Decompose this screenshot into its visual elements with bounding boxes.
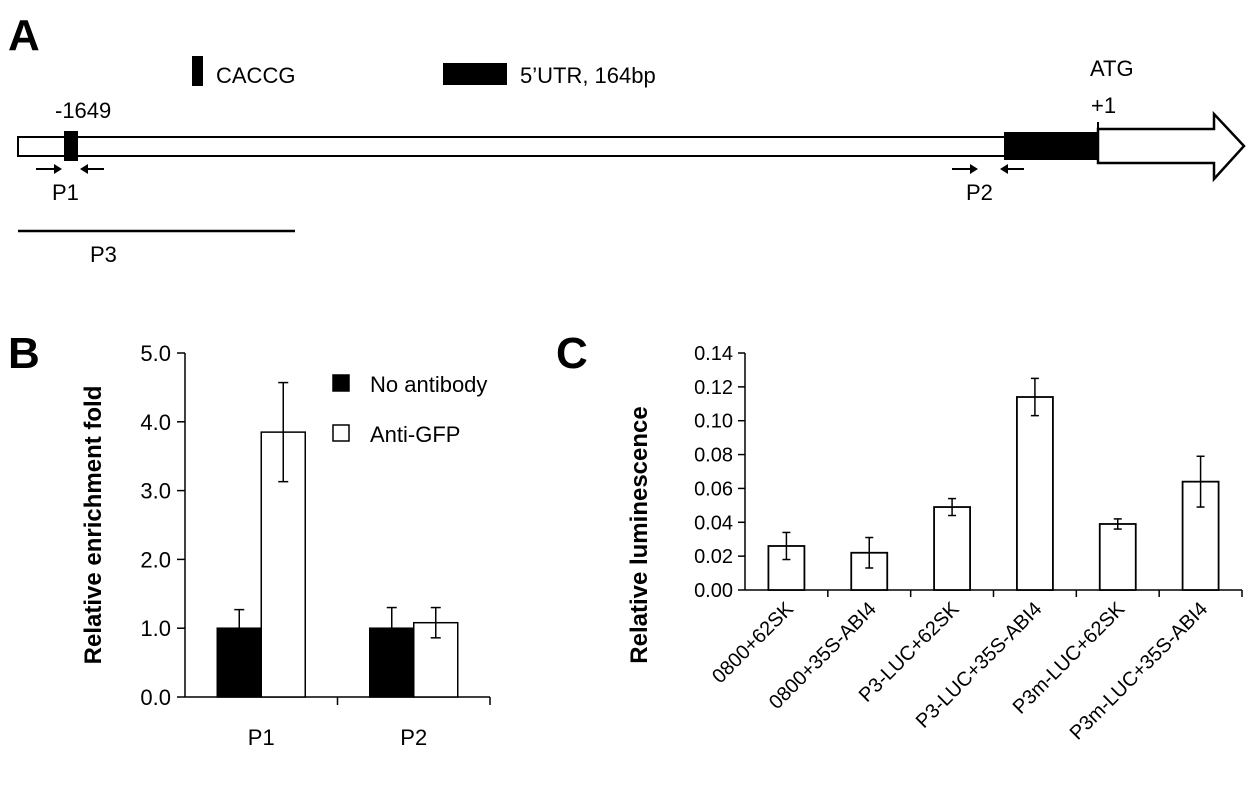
utr-legend-text: 5’UTR, 164bp	[520, 63, 656, 88]
caccg-legend-text: CACCG	[216, 63, 295, 88]
x-tick-label: 0800+62SK	[708, 598, 798, 688]
y-tick-label: 0.04	[694, 512, 733, 534]
y-tick-label: 2.0	[140, 547, 171, 572]
y-tick-label: 0.00	[694, 580, 733, 602]
gene-arrow	[1096, 110, 1246, 183]
panel-c-label: C	[556, 329, 588, 378]
y-axis-title: Relative luminescence	[626, 406, 653, 663]
bar	[933, 506, 971, 591]
panel-a: A CACCG 5’UTR, 164bp -1649 ATG +1 P1	[8, 11, 1246, 267]
y-tick-label: 5.0	[140, 341, 171, 366]
utr-region	[1004, 132, 1098, 160]
legend-swatch	[332, 424, 350, 442]
y-tick-label: 4.0	[140, 410, 171, 435]
atg-label: ATG	[1090, 56, 1134, 81]
panel-b-label: B	[8, 329, 40, 378]
y-tick-label: 0.02	[694, 546, 733, 568]
x-tick-label: P1	[248, 725, 275, 750]
y-tick-label: 0.12	[694, 377, 733, 399]
promoter-bar	[17, 136, 1099, 157]
y-axis-title: Relative enrichment fold	[80, 386, 107, 665]
y-tick-label: 0.0	[140, 685, 171, 710]
chart-b: 0.0 1.0 2.0 3.0 4.0 5.0 P1 P2 No antibody Anti-GF…	[80, 341, 491, 750]
y-tick-label: 1.0	[140, 616, 171, 641]
position-label: -1649	[55, 98, 111, 123]
p1-primers	[36, 164, 104, 174]
p2-primers	[952, 164, 1024, 174]
caccg-site	[64, 131, 78, 161]
utr-legend-box	[443, 63, 507, 85]
bar	[369, 627, 415, 698]
y-tick-label: 0.10	[694, 411, 733, 433]
y-tick-label: 0.14	[694, 343, 733, 365]
p2-label: P2	[966, 180, 993, 205]
x-tick-label: P2	[400, 725, 427, 750]
p1-label: P1	[52, 180, 79, 205]
y-tick-label: 0.08	[694, 445, 733, 467]
x-tick-label: P3m-LUC+35S-ABI4	[1066, 598, 1212, 744]
chart-c: 0.00 0.02 0.04 0.06 0.08 0.10 0.12 0.14 0800+62S…	[626, 343, 1243, 744]
panel-a-label: A	[8, 11, 40, 60]
y-tick-label: 0.06	[694, 478, 733, 500]
legend-swatch	[332, 374, 350, 392]
legend-label: No antibody	[370, 372, 487, 397]
bar	[850, 551, 889, 591]
p3-label: P3	[90, 242, 117, 267]
legend-label: Anti-GFP	[370, 422, 460, 447]
y-tick-label: 3.0	[140, 479, 171, 504]
bar	[1016, 396, 1054, 591]
bar	[1098, 523, 1137, 591]
caccg-legend-box	[192, 56, 203, 86]
plus1-label: +1	[1091, 93, 1116, 118]
